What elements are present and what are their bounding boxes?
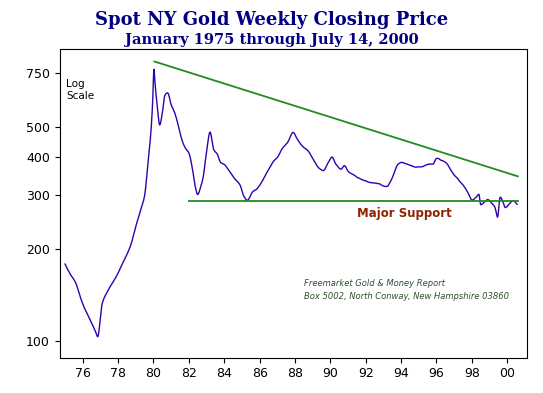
- Text: January 1975 through July 14, 2000: January 1975 through July 14, 2000: [125, 33, 418, 48]
- Text: Spot NY Gold Weekly Closing Price: Spot NY Gold Weekly Closing Price: [95, 11, 448, 29]
- Text: Major Support: Major Support: [357, 208, 452, 220]
- Text: Log
Scale: Log Scale: [66, 79, 94, 101]
- Text: Freemarket Gold & Money Report
Box 5002, North Conway, New Hampshire 03860: Freemarket Gold & Money Report Box 5002,…: [304, 279, 509, 301]
